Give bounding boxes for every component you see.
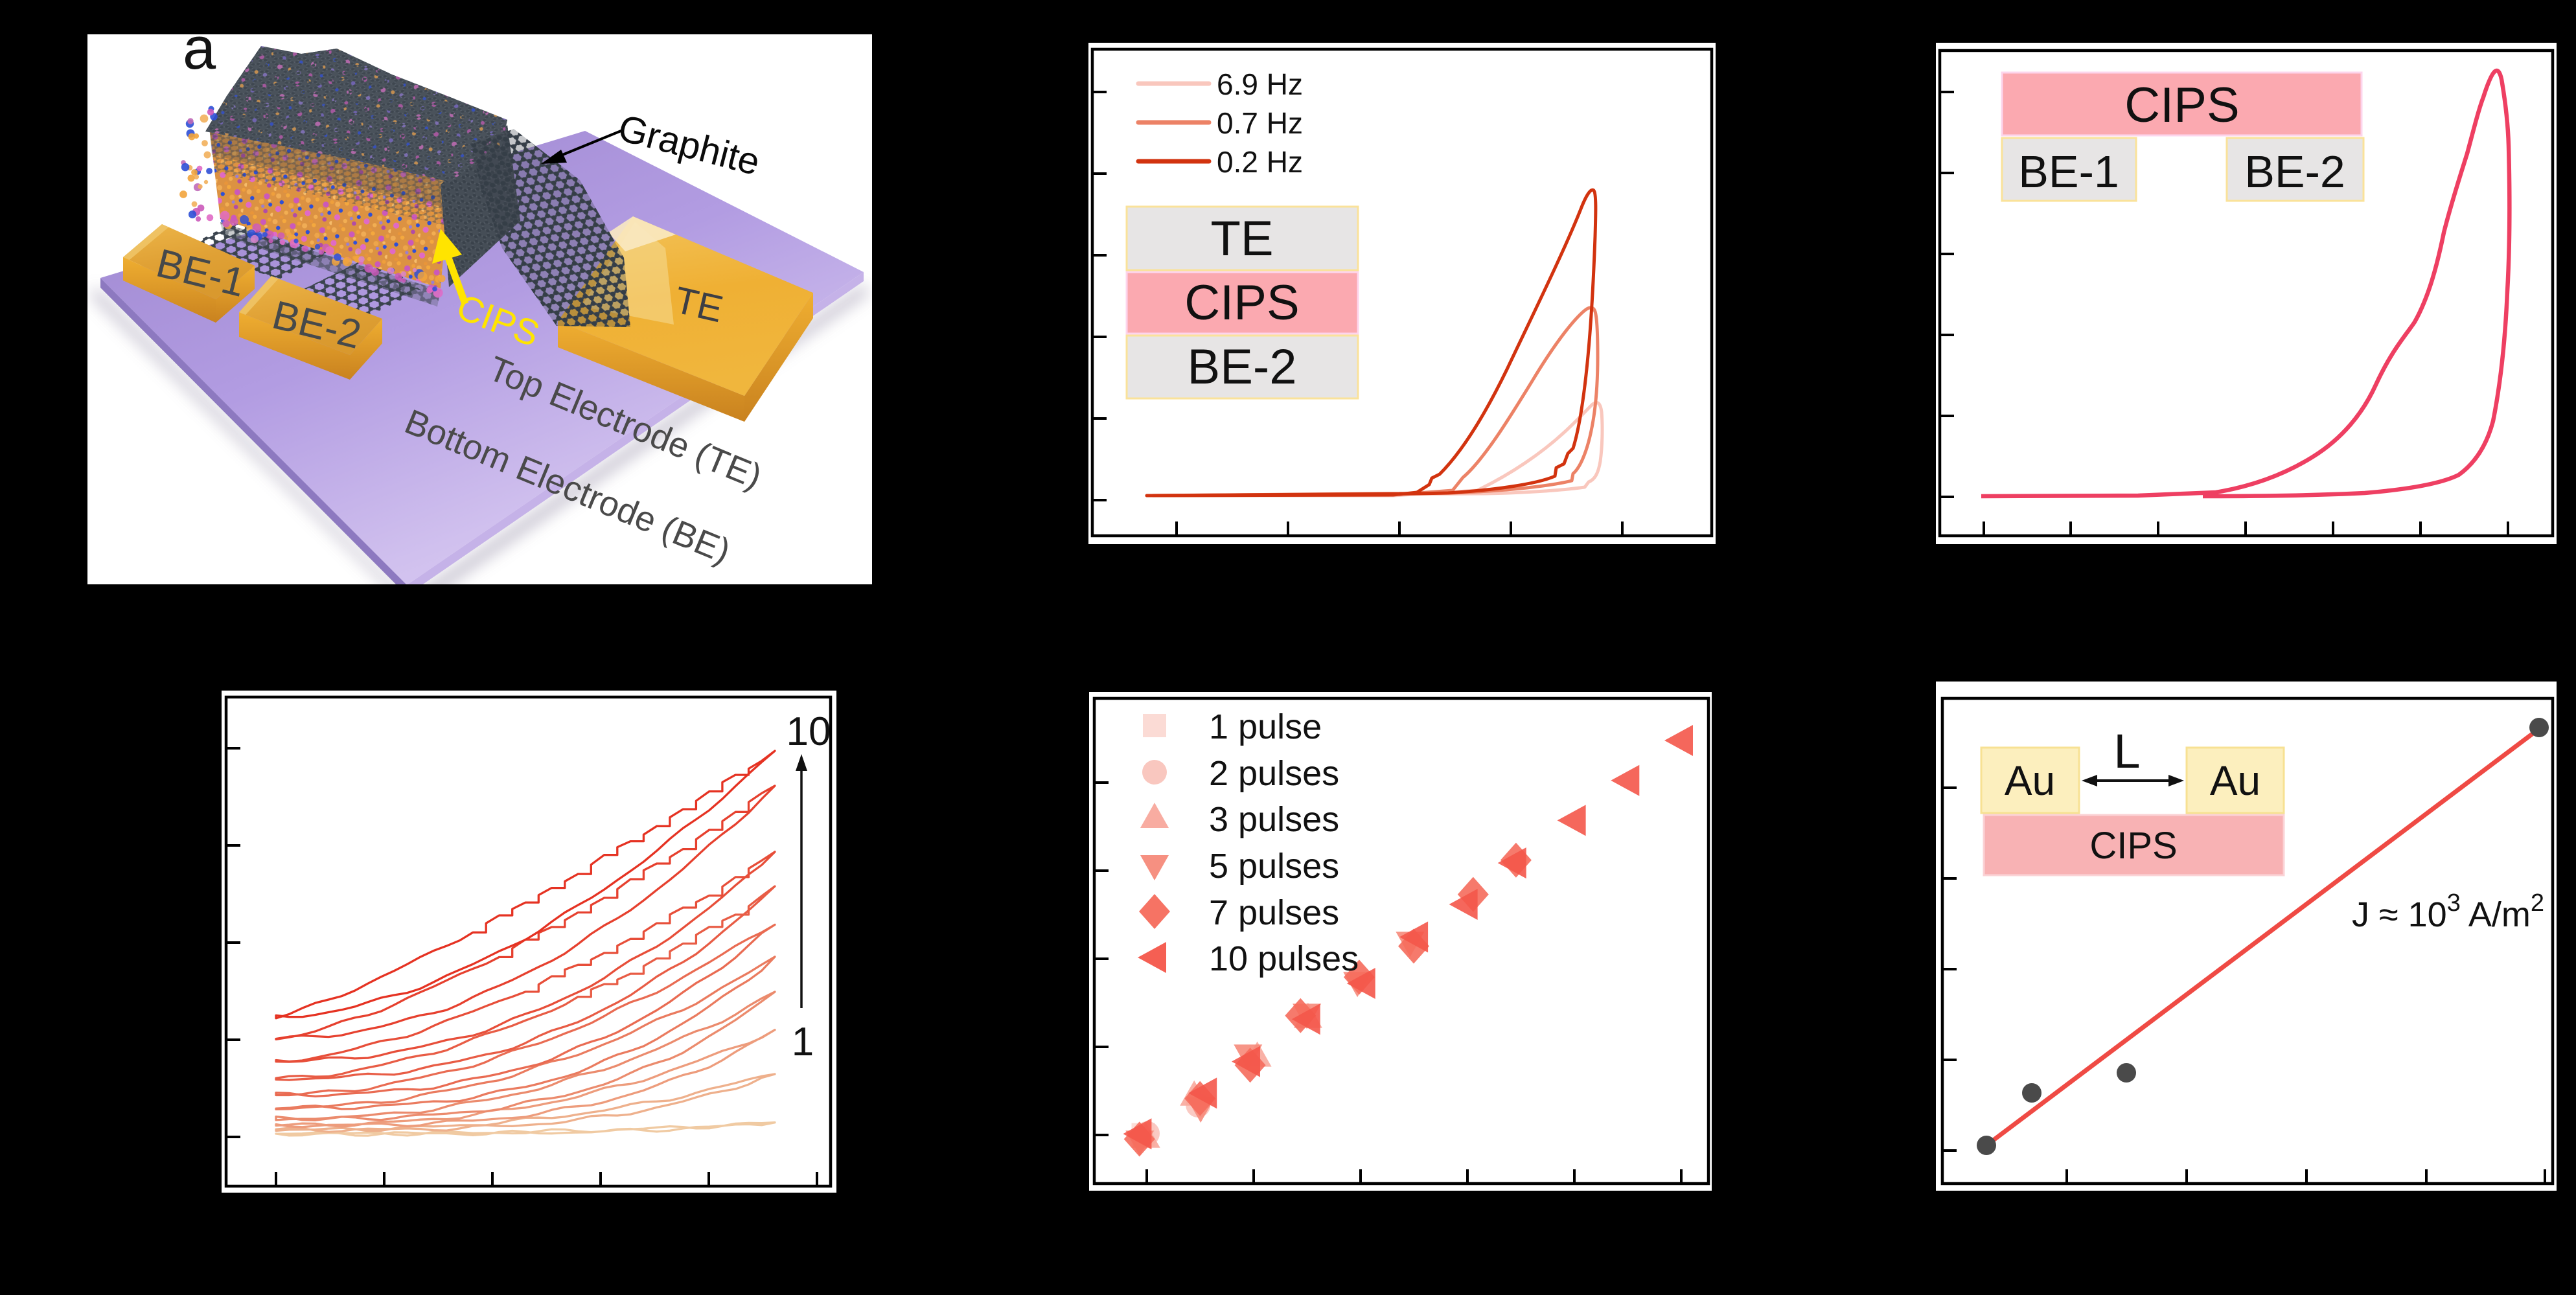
svg-text:0.7 Hz: 0.7 Hz [1217,106,1303,140]
svg-text:CIPS: CIPS [2124,78,2239,133]
svg-text:5 pulses: 5 pulses [1209,847,1339,886]
svg-text:TE: TE [1210,211,1273,266]
svg-text:10: 10 [787,709,831,754]
svg-text:TE: TE [671,279,727,330]
svg-text:0.2 Hz: 0.2 Hz [1217,145,1303,179]
svg-text:1: 1 [792,1020,814,1064]
svg-text:2 pulses: 2 pulses [1209,754,1339,793]
svg-text:L: L [2113,724,2140,778]
svg-text:Au: Au [2210,757,2260,804]
svg-text:6.9 Hz: 6.9 Hz [1217,67,1303,101]
svg-text:BE-1: BE-1 [2018,146,2119,197]
svg-text:BE-2: BE-2 [1188,339,1297,395]
svg-text:3 pulses: 3 pulses [1209,800,1339,839]
svg-text:Au: Au [2005,757,2055,804]
svg-text:1 pulse: 1 pulse [1209,707,1322,746]
svg-text:CIPS: CIPS [1184,275,1299,330]
svg-text:10 pulses: 10 pulses [1209,939,1359,978]
svg-text:J ≈ 103 A/m2: J ≈ 103 A/m2 [2352,889,2544,934]
svg-text:7 pulses: 7 pulses [1209,893,1339,932]
svg-text:a: a [183,34,216,82]
svg-text:CIPS: CIPS [2089,825,2177,867]
svg-text:BE-2: BE-2 [2244,146,2345,197]
